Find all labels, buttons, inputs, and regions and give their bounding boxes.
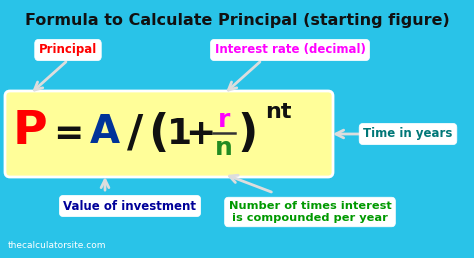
Text: +: + bbox=[185, 117, 215, 151]
Text: nt: nt bbox=[265, 102, 291, 122]
Text: /: / bbox=[127, 112, 143, 156]
Text: Interest rate (decimal): Interest rate (decimal) bbox=[215, 44, 365, 57]
Text: Number of times interest
is compounded per year: Number of times interest is compounded p… bbox=[228, 201, 392, 223]
Text: Principal: Principal bbox=[39, 44, 97, 57]
Text: 1: 1 bbox=[167, 117, 192, 151]
Text: Value of investment: Value of investment bbox=[64, 199, 197, 213]
Text: A: A bbox=[90, 113, 120, 151]
Text: Time in years: Time in years bbox=[363, 127, 453, 141]
Text: P: P bbox=[13, 109, 47, 155]
Text: Formula to Calculate Principal (starting figure): Formula to Calculate Principal (starting… bbox=[25, 13, 449, 28]
Text: n: n bbox=[215, 136, 233, 160]
FancyBboxPatch shape bbox=[5, 91, 333, 177]
Text: (: ( bbox=[148, 112, 168, 156]
Text: thecalculatorsite.com: thecalculatorsite.com bbox=[8, 241, 107, 250]
Text: r: r bbox=[218, 108, 230, 132]
Text: =: = bbox=[53, 117, 83, 151]
Text: ): ) bbox=[238, 112, 258, 156]
